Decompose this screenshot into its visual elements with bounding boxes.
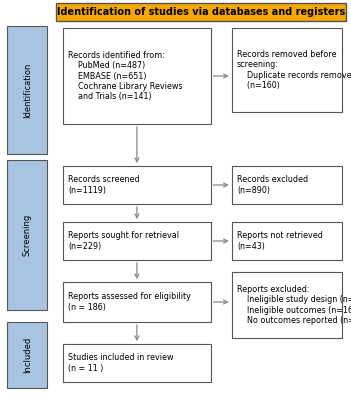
Text: Included: Included — [23, 337, 32, 373]
Bar — [63, 344, 211, 382]
Text: Screening: Screening — [23, 214, 32, 256]
Text: Records excluded
(n=890): Records excluded (n=890) — [237, 175, 308, 195]
Bar — [63, 166, 211, 204]
Text: Reports excluded:
    Ineligible study design (n=136)
    Ineligible outcomes (n: Reports excluded: Ineligible study desig… — [237, 285, 351, 325]
Text: Records identified from:
    PubMed (n=487)
    EMBASE (n=651)
    Cochrane Libr: Records identified from: PubMed (n=487) … — [68, 51, 183, 101]
Text: Records screened
(n=1119): Records screened (n=1119) — [68, 175, 140, 195]
Bar — [232, 28, 342, 112]
Text: Identification: Identification — [23, 62, 32, 118]
Bar — [7, 322, 47, 388]
Bar — [232, 272, 342, 338]
Bar — [56, 3, 346, 21]
Text: Reports assessed for eligibility
(n = 186): Reports assessed for eligibility (n = 18… — [68, 292, 191, 312]
Text: Reports sought for retrieval
(n=229): Reports sought for retrieval (n=229) — [68, 231, 179, 251]
Bar — [63, 282, 211, 322]
Bar — [232, 222, 342, 260]
Bar — [63, 28, 211, 124]
Text: Identification of studies via databases and registers: Identification of studies via databases … — [57, 7, 345, 17]
Bar — [63, 222, 211, 260]
Bar — [232, 166, 342, 204]
Text: Records removed before
screening:
    Duplicate records removed
    (n=160): Records removed before screening: Duplic… — [237, 50, 351, 90]
Text: Reports not retrieved
(n=43): Reports not retrieved (n=43) — [237, 231, 323, 251]
Bar — [7, 26, 47, 154]
Bar — [7, 160, 47, 310]
Text: Studies included in review
(n = 11 ): Studies included in review (n = 11 ) — [68, 353, 174, 373]
